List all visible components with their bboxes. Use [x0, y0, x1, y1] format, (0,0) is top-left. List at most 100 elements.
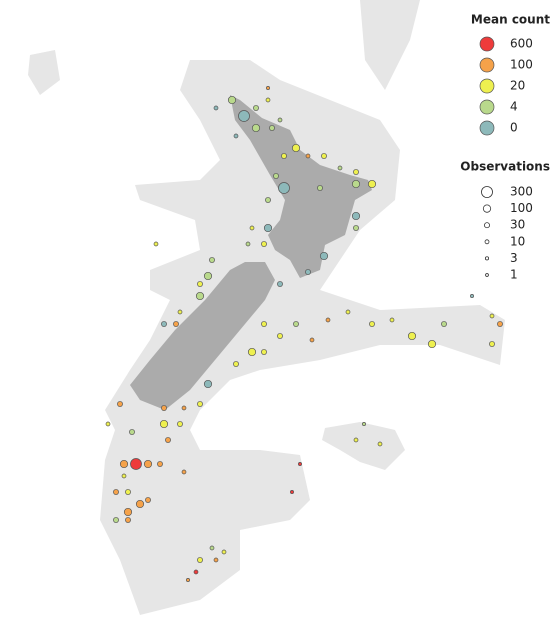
point: [143, 459, 153, 469]
point: [177, 309, 183, 315]
south-island: [130, 262, 275, 410]
legend-size: [485, 273, 489, 277]
point: [369, 321, 375, 327]
point: [119, 459, 129, 469]
point: [265, 97, 271, 103]
point: [277, 333, 283, 339]
point: [227, 95, 237, 105]
point: [195, 291, 205, 301]
point: [353, 169, 359, 175]
legend-label: 10: [510, 234, 525, 248]
point: [427, 339, 437, 349]
point: [321, 153, 327, 159]
point: [135, 499, 145, 509]
point: [165, 437, 171, 443]
point: [298, 462, 302, 466]
point: [209, 257, 215, 263]
legend: Mean count Observations 600 100 20 4 0 300 100…: [460, 13, 550, 282]
shelf-area: [360, 0, 420, 90]
point: [233, 133, 239, 139]
point: [197, 401, 203, 407]
point: [389, 317, 395, 323]
point: [353, 437, 359, 443]
point: [203, 271, 213, 281]
point: [105, 421, 111, 427]
point: [497, 321, 503, 327]
point: [125, 489, 131, 495]
point: [129, 429, 135, 435]
point: [186, 578, 190, 582]
point: [319, 251, 329, 261]
point: [249, 225, 255, 231]
point: [265, 197, 271, 203]
legend-label: 100: [510, 201, 533, 215]
point: [309, 337, 315, 343]
point: [161, 405, 167, 411]
point: [123, 507, 133, 517]
point: [277, 117, 283, 123]
point: [125, 517, 131, 523]
point: [263, 223, 273, 233]
point: [291, 143, 301, 153]
legend-label: 0: [510, 121, 518, 135]
point: [345, 309, 351, 315]
point: [353, 225, 359, 231]
point: [193, 569, 199, 575]
point: [290, 490, 294, 494]
point: [470, 294, 474, 298]
point: [407, 331, 417, 341]
point: [317, 185, 323, 191]
point: [281, 153, 287, 159]
legend-size: [481, 186, 493, 198]
point: [305, 153, 311, 159]
legend-label: 4: [510, 100, 518, 114]
legend-swatch: [479, 57, 495, 73]
point: [441, 321, 447, 327]
legend-label: 100: [510, 58, 533, 72]
north-island: [230, 95, 372, 278]
point: [253, 105, 259, 111]
point: [251, 123, 261, 133]
legend-size: [484, 239, 490, 245]
point: [351, 211, 361, 221]
point: [489, 341, 495, 347]
point: [209, 545, 215, 551]
point: [197, 281, 203, 287]
point: [238, 110, 250, 122]
legend-swatch: [479, 36, 495, 52]
point: [121, 473, 127, 479]
point: [489, 313, 495, 319]
point: [377, 441, 383, 447]
point: [130, 458, 142, 470]
legend-title: Observations: [460, 160, 550, 174]
point: [177, 421, 183, 427]
legend-swatch: [479, 78, 495, 94]
legend-swatch: [479, 120, 495, 136]
point: [221, 549, 227, 555]
point: [245, 241, 251, 247]
point: [273, 173, 279, 179]
legend-label: 3: [510, 251, 518, 265]
point: [145, 497, 151, 503]
point: [261, 321, 267, 327]
shelf-area: [100, 60, 505, 615]
point: [181, 469, 187, 475]
point: [293, 321, 299, 327]
shelf-area: [28, 50, 60, 95]
point: [197, 557, 203, 563]
point: [113, 517, 119, 523]
shelf: [28, 0, 505, 615]
point: [157, 461, 163, 467]
legend-title: Mean count: [471, 13, 550, 27]
point: [261, 349, 267, 355]
point: [117, 401, 123, 407]
point: [269, 125, 275, 131]
point: [113, 489, 119, 495]
legend-label: 20: [510, 79, 525, 93]
legend-size: [482, 204, 492, 213]
point: [351, 179, 361, 189]
point: [173, 321, 179, 327]
point: [213, 105, 219, 111]
point: [203, 379, 213, 389]
